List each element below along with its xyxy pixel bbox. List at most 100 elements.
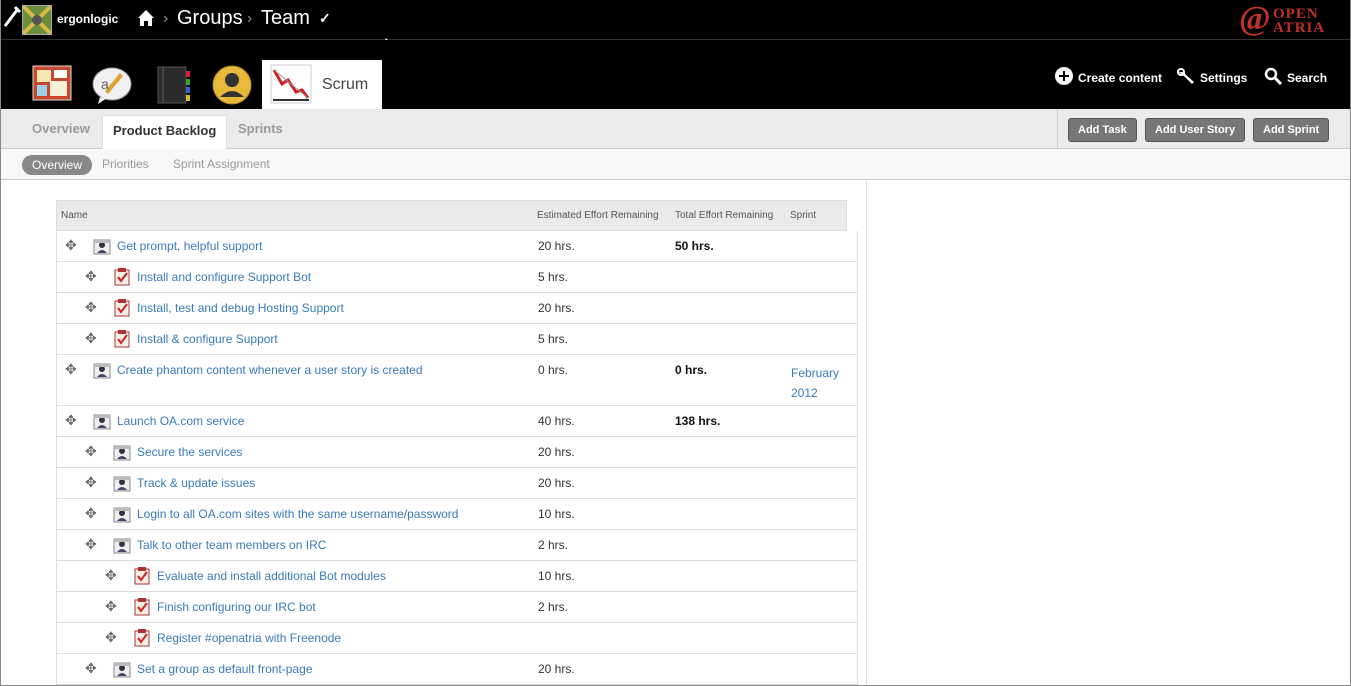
row-name-link[interactable]: Launch OA.com service <box>117 414 245 428</box>
add-task-button[interactable]: Add Task <box>1068 118 1137 142</box>
header-name[interactable]: Name <box>61 210 88 221</box>
user-story-icon <box>113 505 131 523</box>
row-name-link[interactable]: Register #openatria with Freenode <box>157 631 342 645</box>
breadcrumb-groups[interactable]: Groups <box>177 7 243 29</box>
app-tab-scrum[interactable]: Scrum <box>262 60 382 109</box>
action-buttons: Add Task Add User Story Add Sprint <box>1057 109 1350 149</box>
drag-handle-icon[interactable]: ✥ <box>85 299 97 315</box>
row-name-link[interactable]: Create phantom content whenever a user s… <box>117 363 423 377</box>
scrum-icon <box>270 64 312 104</box>
row-sprint-link[interactable]: February 2012 <box>791 366 840 400</box>
row-name-link[interactable]: Install and configure Support Bot <box>137 270 312 284</box>
subtabs-bar: Overview Priorities Sprint Assignment <box>1 149 1350 180</box>
header-estimated[interactable]: Estimated Effort Remaining <box>537 210 659 221</box>
table-header: Name Estimated Effort Remaining Total Ef… <box>56 200 847 231</box>
row-name-link[interactable]: Evaluate and install additional Bot modu… <box>157 569 386 583</box>
table-row: ✥ Install and configure Support Bot 5 hrs. <box>56 262 858 293</box>
row-total-effort: 50 hrs. <box>675 239 714 253</box>
header-total[interactable]: Total Effort Remaining <box>675 210 774 221</box>
site-logo[interactable] <box>21 4 53 36</box>
row-estimated-effort: 0 hrs. <box>538 363 569 377</box>
checkmark-icon: ✓ <box>319 10 331 26</box>
breadcrumb-separator-icon: › <box>163 10 169 27</box>
row-name-link[interactable]: Track & update issues <box>137 476 256 490</box>
home-icon[interactable] <box>137 9 155 27</box>
open-atria-logo[interactable]: @ OPEN ATRIA <box>1239 0 1333 38</box>
task-icon <box>113 299 131 317</box>
settings-label: Settings <box>1200 70 1248 85</box>
table-row: ✥ Install, test and debug Hosting Support… <box>56 293 858 324</box>
create-content-button[interactable]: Create content <box>1055 67 1162 88</box>
tab-sprints[interactable]: Sprints <box>238 121 283 136</box>
user-story-icon <box>93 412 111 430</box>
table-body: ✥ Get prompt, helpful support 20 hrs. 50 hr… <box>56 231 858 685</box>
members-icon[interactable] <box>212 65 252 105</box>
drag-handle-icon[interactable]: ✥ <box>65 412 77 428</box>
drag-handle-icon[interactable]: ✥ <box>65 237 77 253</box>
row-name-link[interactable]: Login to all OA.com sites with the same … <box>137 507 459 521</box>
row-estimated-effort: 20 hrs. <box>538 476 575 490</box>
wrench-icon <box>1177 67 1195 88</box>
sidebar-divider <box>866 181 867 685</box>
breadcrumb-team[interactable]: Team <box>261 7 310 29</box>
bulletin-board-icon[interactable] <box>32 65 72 105</box>
tab-product-backlog[interactable]: Product Backlog <box>102 115 228 150</box>
table-row: ✥ Install & configure Support 5 hrs. <box>56 324 858 355</box>
table-row: ✥ Login to all OA.com sites with the same… <box>56 499 858 530</box>
user-story-icon <box>113 474 131 492</box>
drag-handle-icon[interactable]: ✥ <box>85 268 97 284</box>
row-estimated-effort: 20 hrs. <box>538 301 575 315</box>
drag-handle-icon[interactable]: ✥ <box>105 629 117 645</box>
row-name-link[interactable]: Install & configure Support <box>137 332 278 346</box>
add-user-story-button[interactable]: Add User Story <box>1145 118 1246 142</box>
user-story-icon <box>93 361 111 379</box>
main-content: Name Estimated Effort Remaining Total Ef… <box>1 181 1350 685</box>
brand-line1: OPEN <box>1273 6 1319 22</box>
admin-wrench-icon[interactable] <box>3 4 23 28</box>
table-row: ✥ Secure the services 20 hrs. <box>56 437 858 468</box>
add-sprint-button[interactable]: Add Sprint <box>1253 118 1330 142</box>
table-row: ✥ Finish configuring our IRC bot 2 hrs. <box>56 592 858 623</box>
drag-handle-icon[interactable]: ✥ <box>105 598 117 614</box>
table-row: ✥ Create phantom content whenever a user … <box>56 355 858 406</box>
task-icon <box>133 629 151 647</box>
table-row: ✥ Register #openatria with Freenode <box>56 623 858 654</box>
drag-handle-icon[interactable]: ✥ <box>85 505 97 521</box>
drag-handle-icon[interactable]: ✥ <box>85 330 97 346</box>
backlog-table: Name Estimated Effort Remaining Total Ef… <box>56 200 858 685</box>
search-label: Search <box>1287 70 1328 85</box>
table-row: ✥ Talk to other team members on IRC 2 hrs. <box>56 530 858 561</box>
drag-handle-icon[interactable]: ✥ <box>85 443 97 459</box>
subtab-sprint-assignment[interactable]: Sprint Assignment <box>173 157 270 171</box>
row-estimated-effort: 2 hrs. <box>538 538 569 552</box>
table-row: ✥ Evaluate and install additional Bot mod… <box>56 561 858 592</box>
row-name-link[interactable]: Get prompt, helpful support <box>117 239 263 253</box>
drag-handle-icon[interactable]: ✥ <box>85 536 97 552</box>
breadcrumb-separator-icon: › <box>247 10 253 27</box>
user-story-icon <box>113 660 131 678</box>
drag-handle-icon[interactable]: ✥ <box>85 660 97 676</box>
row-name-link[interactable]: Set a group as default front-page <box>137 662 313 676</box>
row-name-link[interactable]: Talk to other team members on IRC <box>137 538 327 552</box>
tab-overview[interactable]: Overview <box>32 121 90 136</box>
settings-button[interactable]: Settings <box>1177 67 1247 88</box>
row-name-link[interactable]: Finish configuring our IRC bot <box>157 600 316 614</box>
row-estimated-effort: 2 hrs. <box>538 600 569 614</box>
row-estimated-effort: 10 hrs. <box>538 507 575 521</box>
table-row: ✥ Launch OA.com service 40 hrs. 138 hrs. <box>56 406 858 437</box>
header-sprint[interactable]: Sprint <box>790 210 817 221</box>
row-name-link[interactable]: Install, test and debug Hosting Support <box>137 301 344 315</box>
task-icon <box>133 598 151 616</box>
drag-handle-icon[interactable]: ✥ <box>85 474 97 490</box>
scrum-label: Scrum <box>322 76 369 93</box>
subtab-overview[interactable]: Overview <box>22 155 93 175</box>
row-name-link[interactable]: Secure the services <box>137 445 243 459</box>
drag-handle-icon[interactable]: ✥ <box>105 567 117 583</box>
notebook-icon[interactable] <box>155 65 195 105</box>
discussion-icon[interactable]: a <box>92 65 132 105</box>
site-name[interactable]: ergonlogic <box>57 12 119 26</box>
subtab-priorities[interactable]: Priorities <box>102 157 149 171</box>
drag-handle-icon[interactable]: ✥ <box>65 361 77 377</box>
search-button[interactable]: Search <box>1264 67 1327 88</box>
